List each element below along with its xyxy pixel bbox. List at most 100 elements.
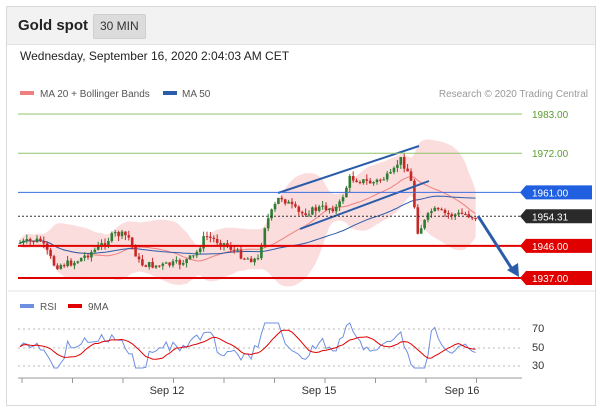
candle-73 xyxy=(266,213,270,232)
candle-110 xyxy=(392,166,396,175)
candle-62 xyxy=(229,242,233,253)
ma20-legend-swatch xyxy=(20,91,34,95)
candle-2 xyxy=(25,234,29,244)
candle-84 xyxy=(304,208,307,217)
candle-72 xyxy=(263,227,267,248)
candle-29 xyxy=(117,230,120,241)
candle-body-68 xyxy=(249,258,253,263)
rsi-line xyxy=(19,322,476,369)
candle-body-133 xyxy=(470,217,474,219)
candle-body-134 xyxy=(474,217,477,220)
candle-body-119 xyxy=(423,219,426,229)
rsi-ma-line xyxy=(19,329,476,360)
candle-40 xyxy=(154,265,158,269)
candle-body-37 xyxy=(144,265,148,267)
candle-body-128 xyxy=(453,214,457,217)
candle-body-64 xyxy=(236,249,239,251)
candle-17 xyxy=(76,260,80,264)
candle-body-49 xyxy=(185,258,188,264)
candle-body-80 xyxy=(290,201,294,205)
candle-body-63 xyxy=(232,249,236,251)
candle-body-33 xyxy=(130,237,134,246)
candle-body-65 xyxy=(239,249,243,259)
rsi-panel: 70 50 30 xyxy=(18,322,544,372)
instrument-title: Gold spot xyxy=(18,17,88,34)
candle-body-47 xyxy=(178,260,182,265)
candle-89 xyxy=(321,201,324,210)
candle-body-18 xyxy=(79,257,83,262)
candle-77 xyxy=(280,195,284,203)
candle-106 xyxy=(379,178,382,184)
candle-body-66 xyxy=(243,258,246,260)
candle-22 xyxy=(93,247,97,254)
candle-body-26 xyxy=(107,241,110,246)
candle-94 xyxy=(338,199,341,211)
level-tag-1954.31 xyxy=(520,209,592,224)
candle-57 xyxy=(212,235,216,243)
candle-38 xyxy=(147,261,151,270)
chart-timestamp: Wednesday, September 16, 2020 2:04:03 AM… xyxy=(20,49,290,63)
candle-body-40 xyxy=(154,265,158,268)
candle-body-3 xyxy=(28,239,32,241)
candle-body-132 xyxy=(467,214,471,218)
candle-body-62 xyxy=(229,246,233,250)
candle-body-22 xyxy=(93,249,97,253)
candle-body-36 xyxy=(141,259,144,266)
candle-body-53 xyxy=(198,248,202,252)
ma50-legend-swatch xyxy=(163,91,177,95)
candle-41 xyxy=(158,265,161,268)
candle-101 xyxy=(362,178,365,185)
candle-132 xyxy=(467,210,471,219)
ma20-legend-label: MA 20 + Bollinger Bands xyxy=(40,89,150,100)
level-label-1937.00: 1937.00 xyxy=(532,274,569,285)
candle-117 xyxy=(416,204,420,235)
candle-body-109 xyxy=(389,172,392,174)
candle-body-95 xyxy=(341,197,345,202)
candle-body-45 xyxy=(171,261,175,266)
candle-56 xyxy=(209,231,212,243)
candle-body-112 xyxy=(399,157,403,165)
candle-body-20 xyxy=(86,255,90,258)
candle-body-52 xyxy=(195,251,199,256)
candle-47 xyxy=(178,258,182,270)
candle-12 xyxy=(59,263,63,270)
candle-body-30 xyxy=(120,231,124,237)
candle-5 xyxy=(35,235,39,243)
candle-body-108 xyxy=(385,173,389,180)
candle-body-28 xyxy=(113,232,117,234)
candle-body-4 xyxy=(32,240,35,243)
candle-69 xyxy=(253,257,256,266)
candle-18 xyxy=(79,257,83,262)
candle-133 xyxy=(470,216,474,221)
ma50-legend-label: MA 50 xyxy=(182,89,211,100)
candle-body-131 xyxy=(464,213,467,215)
candle-body-54 xyxy=(202,236,205,249)
price-panel: 1983.00 1972.00 1961.00 1954.31 1946.00 1937.… xyxy=(18,110,592,287)
candle-body-73 xyxy=(266,218,270,229)
level-label-1954.31: 1954.31 xyxy=(532,212,569,223)
candle-body-17 xyxy=(76,261,80,263)
candle-body-116 xyxy=(413,180,416,208)
candle-body-14 xyxy=(66,260,69,267)
x-tick-label-sep12: Sep 12 xyxy=(150,385,185,397)
candle-35 xyxy=(137,252,141,263)
candle-3 xyxy=(28,237,32,245)
candle-body-12 xyxy=(59,265,63,269)
candle-body-31 xyxy=(124,231,127,236)
candle-body-107 xyxy=(382,179,386,181)
candle-body-34 xyxy=(134,245,137,257)
x-tick-label-sep16: Sep 16 xyxy=(445,385,480,397)
candle-134 xyxy=(474,217,477,222)
candle-body-21 xyxy=(90,252,93,258)
rsi-tick-30: 30 xyxy=(532,360,544,372)
x-axis-ticks xyxy=(21,378,477,383)
candle-body-57 xyxy=(212,237,216,239)
candle-body-130 xyxy=(460,212,464,214)
candle-107 xyxy=(382,176,386,181)
candle-body-114 xyxy=(406,168,409,172)
candle-body-27 xyxy=(110,233,114,242)
candle-body-118 xyxy=(419,228,423,234)
x-tick-label-sep15: Sep 15 xyxy=(302,385,337,397)
timeframe-badge[interactable]: 30 MIN xyxy=(93,14,146,39)
candle-body-86 xyxy=(311,207,314,215)
